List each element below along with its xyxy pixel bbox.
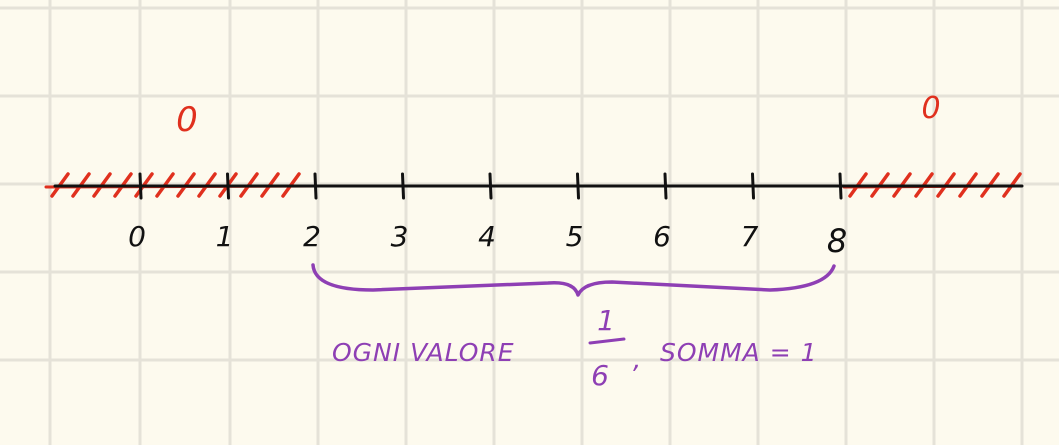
tick-mark: [138, 172, 143, 200]
tick-marks: [138, 172, 843, 200]
tick-mark: [401, 172, 405, 200]
annotation-prefix-text: OGNI VALORE: [332, 338, 515, 367]
annotation-comma: ,: [633, 345, 641, 375]
tick-label: 4: [478, 220, 496, 253]
tick-mark: [838, 172, 843, 200]
tick-label: 7: [741, 220, 759, 253]
tick-label: 1: [216, 220, 234, 253]
tick-label: 3: [391, 220, 409, 253]
tick-mark: [488, 172, 493, 200]
tick-label: 5: [566, 220, 584, 253]
tick-mark: [313, 172, 318, 200]
tick-mark: [751, 172, 755, 200]
tick-mark: [663, 172, 668, 200]
tick-label: 0: [128, 220, 146, 253]
fraction-numerator: 1: [597, 304, 615, 337]
left-region-value: 0: [176, 100, 198, 140]
right-region-value: 0: [921, 91, 940, 126]
annotation-sum-text: SOMMA = 1: [660, 338, 818, 367]
tick-label: 8: [827, 222, 847, 260]
tick-label: 2: [303, 220, 321, 253]
tick-label: 6: [653, 220, 671, 253]
support-brace: [311, 263, 836, 297]
fraction-denominator: 6: [591, 359, 609, 392]
tick-labels: 0 1 2 3 4 5 6 7 8: [128, 220, 847, 260]
tick-mark: [576, 172, 580, 200]
fraction-bar: [588, 337, 626, 345]
tick-mark: [226, 172, 230, 200]
